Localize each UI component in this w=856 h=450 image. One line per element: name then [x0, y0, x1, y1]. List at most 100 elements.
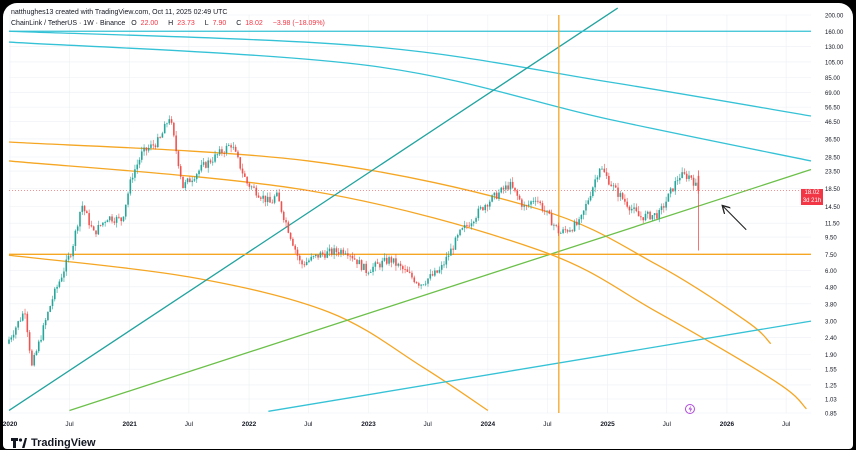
candle-body: [157, 137, 159, 148]
x-tick-label: Jul: [185, 421, 194, 428]
candle-body: [649, 211, 651, 220]
chart-canvas[interactable]: 200.00 160.00 130.00 105.00 85.00 69.00 56.50 4…: [3, 3, 853, 449]
tradingview-logo[interactable]: TradingView: [11, 437, 96, 449]
candle-body: [173, 122, 175, 136]
y-tick-label: 18.50: [825, 187, 841, 193]
candle-body: [143, 147, 145, 152]
candle-body: [608, 175, 610, 185]
annotation-arrow: [723, 206, 747, 231]
candle-body: [184, 182, 187, 189]
candle-body: [92, 226, 95, 231]
candle-body: [603, 168, 606, 173]
symbol-name: ChainLink / TetherUS · 1W · Binance: [11, 20, 126, 27]
y-tick-label: 69.00: [825, 91, 841, 97]
candle-body: [628, 206, 631, 211]
candle-body: [28, 332, 31, 351]
axes: 200.00 160.00 130.00 105.00 85.00 69.00 56.50 4…: [3, 14, 844, 429]
candle-body: [347, 253, 349, 256]
candle-body: [674, 181, 677, 192]
chart-panel: 200.00 160.00 130.00 105.00 85.00 69.00 56.50 4…: [3, 3, 853, 449]
candle-body: [225, 145, 228, 154]
candle-body: [56, 286, 58, 289]
candle-body: [679, 177, 681, 181]
candle-body: [351, 255, 354, 259]
candle-body: [273, 196, 276, 203]
candle-body: [431, 274, 434, 276]
candle-body: [227, 145, 230, 147]
candle-body: [360, 260, 363, 270]
candle-body: [633, 207, 635, 209]
candle-body: [241, 168, 244, 174]
candle-body: [298, 255, 301, 261]
candle-body: [250, 186, 253, 188]
candle-body: [402, 266, 404, 270]
candle-body: [326, 251, 329, 258]
candle-body: [53, 288, 56, 300]
arc-drawing: [8, 30, 812, 117]
candle-body: [605, 172, 608, 176]
candle-body: [640, 216, 642, 218]
candle-body: [335, 248, 338, 253]
author-caption: natthughes13 created with TradingView.co…: [11, 9, 228, 16]
candle-body: [539, 201, 541, 204]
candle-body: [154, 145, 157, 148]
candle-body: [559, 232, 562, 234]
candle-body: [669, 188, 672, 194]
candle-body: [289, 232, 292, 239]
trend-line: [8, 7, 619, 412]
y-tick-label: 1.55: [825, 368, 837, 374]
y-tick-label: 2.40: [825, 336, 837, 342]
candle-body: [271, 202, 274, 204]
candle-body: [372, 266, 374, 272]
candle-body: [122, 216, 125, 222]
candle-body: [97, 225, 100, 235]
candle-body: [553, 224, 555, 226]
candle-body: [51, 299, 54, 307]
candle-body: [614, 185, 617, 188]
y-tick-label: 1.03: [825, 398, 837, 404]
candle-body: [585, 203, 587, 211]
candle-body: [344, 253, 347, 255]
candle-body: [129, 179, 132, 194]
candle-body: [692, 177, 695, 186]
candle-body: [367, 272, 370, 274]
candle-body: [493, 192, 496, 196]
x-tick-label: Jul: [424, 421, 433, 428]
candle-body: [502, 187, 505, 190]
candle-body: [321, 252, 324, 254]
candle-body: [635, 207, 638, 212]
y-tick-label: 1.90: [825, 353, 837, 359]
candle-body: [182, 176, 184, 189]
candle-body: [35, 351, 38, 355]
candle-body: [211, 161, 214, 163]
candle-body: [472, 221, 475, 224]
candle-body: [17, 321, 19, 328]
candle-body: [90, 225, 93, 227]
candle-body: [193, 179, 196, 181]
candle-body: [420, 284, 422, 286]
tradingview-logo-text: TradingView: [31, 437, 96, 449]
candle-body: [598, 168, 601, 178]
candle-body: [495, 192, 498, 199]
candle-body: [15, 327, 17, 335]
candle-body: [578, 219, 580, 225]
candle-body: [392, 258, 395, 263]
candle-body: [459, 229, 461, 236]
candle-body: [450, 248, 452, 256]
candle-body: [454, 237, 457, 250]
candle-body: [136, 164, 139, 170]
candle-body: [127, 193, 129, 205]
candle-body: [601, 168, 603, 170]
candle-body: [198, 170, 200, 175]
candle-body: [301, 260, 303, 265]
candle-body: [104, 222, 106, 223]
candle-body: [381, 260, 383, 268]
candle-body: [21, 313, 24, 321]
y-tick-label: 4.80: [825, 285, 837, 291]
candle-body: [447, 255, 450, 257]
y-tick-label: 28.50: [825, 156, 841, 162]
candle-body: [67, 255, 70, 260]
candle-body: [630, 208, 633, 211]
candle-body: [589, 196, 592, 201]
drawings[interactable]: [8, 7, 812, 413]
